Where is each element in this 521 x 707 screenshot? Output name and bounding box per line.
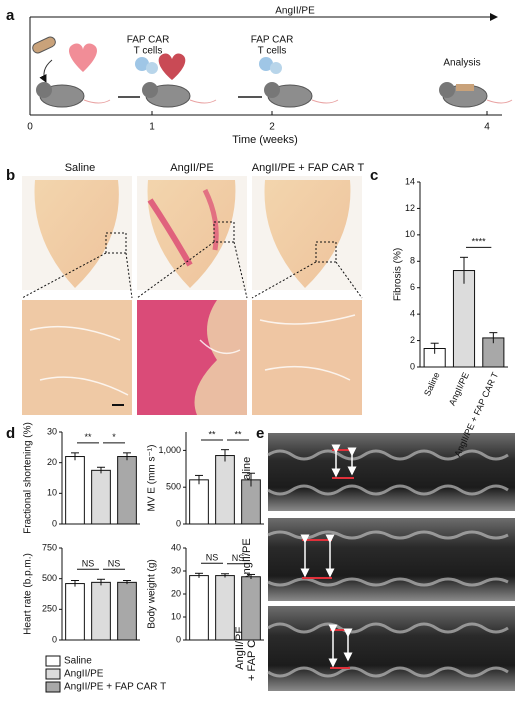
significance-label: NS [232,553,245,563]
y-tick-label: 0 [176,634,181,644]
panel-label: b [6,167,15,184]
bar [215,575,235,641]
legend-swatch [45,655,61,667]
bar [65,583,85,641]
bar [189,575,209,641]
y-tick-label: 6 [410,282,415,292]
y-axis-label: Fibrosis (%) [393,248,404,301]
y-tick-label: 0 [410,361,415,371]
significance-label: NS [206,553,219,563]
timeline [29,13,502,116]
y-tick-label: 0 [52,518,57,528]
bar [189,479,209,525]
panel-label: c [370,167,378,184]
legend-label: AngII/PE + FAP CAR T [64,682,166,693]
time-axis-label: Time (weeks) [232,134,298,146]
y-tick-label: 30 [47,426,57,436]
y-tick-label: 10 [171,611,181,621]
y-tick-label: 10 [47,488,57,498]
y-tick-label: 12 [405,203,415,213]
bar [215,455,235,525]
histology-images [21,176,363,415]
y-axis-label: Fractional shortening (%) [23,422,34,534]
y-tick-label: 30 [171,565,181,575]
y-tick-label: 8 [410,256,415,266]
time-tick: 2 [269,122,275,133]
y-tick-label: 40 [171,542,181,552]
injection-label: T cells [258,46,287,57]
significance-label: **** [472,237,487,247]
significance-label: NS [108,559,121,569]
x-tick-label: Saline [422,371,442,398]
y-axis-label: MV E (mm s⁻¹) [147,445,158,512]
injection-label: FAP CAR [251,35,294,46]
y-tick-label: 4 [410,309,415,319]
panel-label: a [6,7,15,24]
bar [65,456,85,525]
y-tick-label: 14 [405,176,415,186]
y-tick-label: 750 [42,542,57,552]
y-tick-label: 500 [166,482,181,492]
column-label: AngII/PE [170,162,213,174]
significance-label: ** [208,429,216,439]
bar [117,581,137,641]
significance-label: * [112,432,116,442]
legend-label: AngII/PE [64,669,104,680]
time-tick: 0 [27,122,33,133]
significance-label: ** [84,432,92,442]
bar [91,469,111,525]
y-tick-label: 20 [171,588,181,598]
y-tick-label: 0 [52,634,57,644]
y-tick-label: 10 [405,229,415,239]
treatment-label: AngII/PE [275,6,315,17]
time-tick: 1 [149,122,155,133]
x-tick-label: AngII/PE [447,371,471,407]
y-axis-label: Heart rate (b.p.m.) [23,553,34,635]
legend-label: Saline [64,656,92,667]
panel-label: e [256,425,264,442]
injection-label: FAP CAR [127,35,170,46]
bar [91,581,111,641]
y-tick-label: 2 [410,335,415,345]
echo-row-label: AngII/PE [241,538,253,581]
panel-label: d [6,425,15,442]
bar [117,456,137,525]
legend-swatch [45,681,61,693]
significance-label: NS [82,559,95,569]
column-label: AngII/PE + FAP CAR T [252,162,365,174]
y-tick-label: 0 [176,518,181,528]
illustrations [32,36,513,108]
analysis-label: Analysis [443,58,480,69]
time-tick: 4 [484,122,490,133]
y-tick-label: 20 [47,457,57,467]
injection-label: T cells [134,46,163,57]
significance-label: ** [234,429,242,439]
y-tick-label: 500 [42,573,57,583]
column-label: Saline [65,162,96,174]
y-tick-label: 250 [42,604,57,614]
echo-images [267,433,515,691]
legend-swatch [45,668,61,680]
y-axis-label: Body weight (g) [147,559,158,628]
y-tick-label: 1,000 [158,445,181,455]
bar [241,576,261,641]
bar [452,270,476,368]
